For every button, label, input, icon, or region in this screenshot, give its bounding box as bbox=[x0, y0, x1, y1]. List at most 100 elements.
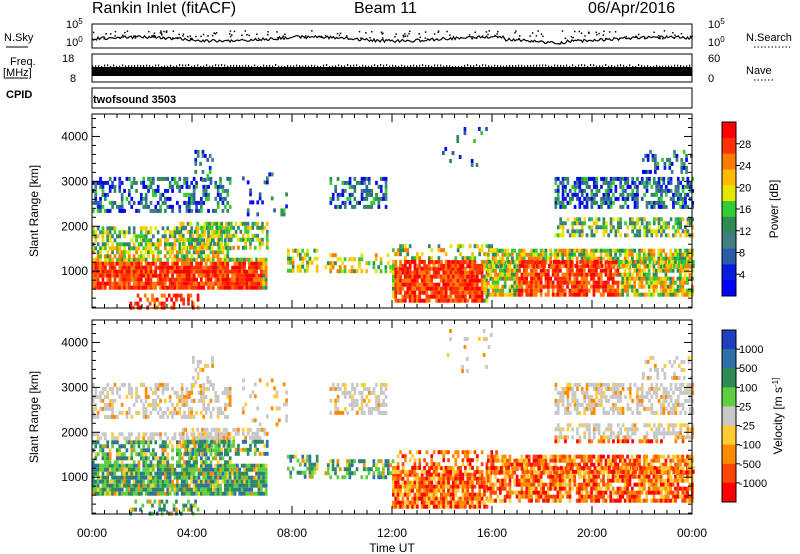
power-cell bbox=[189, 241, 192, 246]
power-cell bbox=[243, 265, 246, 270]
freq-mark bbox=[320, 65, 322, 68]
power-cell bbox=[233, 269, 237, 274]
power-cell bbox=[461, 282, 465, 287]
power-cell bbox=[336, 176, 340, 181]
power-cell bbox=[683, 272, 687, 277]
power-cell bbox=[633, 284, 637, 289]
power-cell bbox=[513, 248, 517, 253]
power-cell bbox=[96, 180, 100, 185]
power-cell bbox=[573, 252, 577, 257]
power-cell bbox=[192, 269, 196, 274]
power-cell bbox=[691, 188, 694, 193]
power-cell bbox=[221, 269, 225, 274]
power-cell bbox=[602, 292, 605, 297]
power-cell bbox=[435, 274, 438, 279]
power-cell bbox=[192, 200, 196, 205]
power-cell bbox=[379, 196, 383, 201]
power-cell bbox=[489, 276, 493, 281]
velocity-cell bbox=[118, 463, 122, 468]
velocity-cell bbox=[221, 456, 225, 461]
power-cell bbox=[215, 229, 219, 234]
power-cell bbox=[413, 256, 417, 261]
power-cell bbox=[651, 157, 655, 162]
power-cell bbox=[676, 200, 680, 205]
velocity-cell bbox=[142, 487, 146, 492]
power-cell bbox=[164, 265, 167, 270]
power-cell bbox=[568, 248, 572, 253]
velocity-cell bbox=[147, 479, 150, 484]
power-cell bbox=[674, 288, 677, 293]
power-cell bbox=[660, 225, 663, 230]
power-cell bbox=[585, 256, 589, 261]
velocity-cell bbox=[125, 414, 129, 419]
velocity-cell bbox=[188, 467, 191, 472]
power-cell bbox=[638, 284, 641, 289]
power-cell bbox=[506, 256, 509, 261]
velocity-cell bbox=[159, 444, 162, 449]
power-cell bbox=[201, 233, 204, 238]
power-cell bbox=[249, 237, 252, 242]
power-cell bbox=[590, 176, 594, 181]
power-cell bbox=[336, 257, 340, 262]
velocity-cell bbox=[197, 398, 201, 403]
power-cell bbox=[194, 149, 198, 154]
power-cell bbox=[499, 292, 502, 297]
velocity-cell bbox=[152, 456, 155, 461]
velocity-cell bbox=[140, 382, 143, 387]
freq-mark bbox=[686, 65, 688, 68]
power-cell bbox=[224, 188, 227, 193]
velocity-cell bbox=[111, 402, 114, 407]
power-cell bbox=[130, 269, 134, 274]
power-cell bbox=[511, 256, 514, 261]
velocity-cell bbox=[176, 463, 179, 468]
nsky-point bbox=[402, 34, 405, 37]
freq-mark bbox=[677, 64, 679, 67]
power-cell bbox=[339, 204, 342, 209]
power-cell bbox=[643, 276, 646, 281]
power-cell bbox=[128, 281, 131, 286]
power-cell bbox=[256, 221, 259, 226]
velocity-cell bbox=[118, 444, 122, 449]
power-cell bbox=[571, 256, 574, 261]
power-cell bbox=[544, 248, 548, 253]
power-cell bbox=[587, 256, 591, 261]
power-cell bbox=[118, 265, 122, 270]
velocity-cell bbox=[140, 452, 143, 457]
power-cell bbox=[232, 225, 235, 230]
velocity-cell bbox=[236, 463, 239, 468]
velocity-cell bbox=[176, 460, 179, 465]
power-cell bbox=[664, 280, 668, 285]
power-cell bbox=[626, 196, 630, 201]
velocity-cell bbox=[216, 398, 220, 403]
power-cell bbox=[554, 256, 557, 261]
power-cell bbox=[676, 221, 680, 226]
velocity-cell bbox=[236, 483, 239, 488]
power-cell bbox=[190, 257, 194, 262]
velocity-cell bbox=[135, 467, 138, 472]
power-cell bbox=[120, 273, 124, 278]
power-cell bbox=[683, 260, 687, 265]
power-cell bbox=[485, 278, 489, 283]
power-cell bbox=[192, 176, 196, 181]
power-cell bbox=[631, 276, 634, 281]
power-cell bbox=[523, 280, 526, 285]
velocity-cell bbox=[120, 483, 124, 488]
power-cell bbox=[224, 261, 227, 266]
freq-mark bbox=[341, 65, 343, 68]
nsky-point bbox=[213, 32, 215, 34]
power-cell bbox=[595, 184, 598, 189]
power-cell bbox=[473, 290, 477, 295]
velocity-cell bbox=[226, 487, 230, 492]
power-cell bbox=[106, 277, 110, 282]
power-cell bbox=[156, 254, 160, 259]
power-cell bbox=[657, 221, 661, 226]
power-cell bbox=[406, 266, 410, 271]
power-cell bbox=[144, 200, 148, 205]
velocity-cell bbox=[149, 487, 153, 492]
power-cell bbox=[616, 176, 620, 181]
power-cell bbox=[178, 188, 182, 193]
power-cell bbox=[633, 292, 637, 297]
power-cell bbox=[243, 269, 246, 274]
velocity-cell bbox=[204, 483, 208, 488]
power-cell bbox=[478, 127, 481, 131]
